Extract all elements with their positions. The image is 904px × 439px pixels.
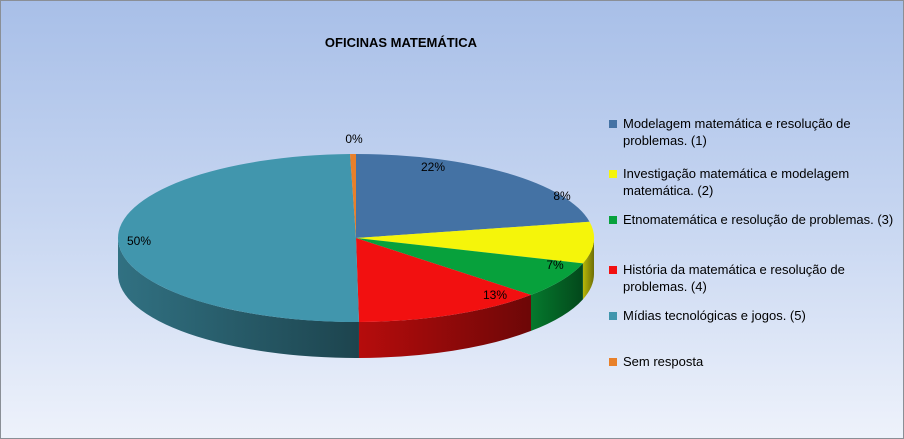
- pie-slice-0: [356, 154, 590, 238]
- legend-label-3: História da matemática e resolução de pr…: [623, 262, 845, 294]
- data-label-5: 0%: [345, 132, 363, 146]
- legend-item-5: Sem resposta: [609, 353, 899, 370]
- legend-item-4: Mídias tecnológicas e jogos. (5): [609, 307, 899, 324]
- legend-label-4: Mídias tecnológicas e jogos. (5): [623, 308, 806, 323]
- pie-side-2: [530, 263, 583, 331]
- pie-slice-3: [356, 238, 531, 322]
- pie-slice-4: [118, 154, 359, 322]
- legend-swatch-4: [609, 312, 617, 320]
- legend-label-5: Sem resposta: [623, 354, 704, 369]
- legend-swatch-1: [609, 170, 617, 178]
- data-label-4: 50%: [127, 234, 151, 248]
- legend-label-0: Modelagem matemática e resolução de prob…: [623, 116, 851, 148]
- legend-swatch-3: [609, 266, 617, 274]
- legend-item-1: Investigação matemática e modelagem mate…: [609, 165, 899, 199]
- legend-swatch-2: [609, 216, 617, 224]
- data-label-2: 7%: [546, 258, 564, 272]
- legend-item-0: Modelagem matemática e resolução de prob…: [609, 115, 899, 149]
- data-label-3: 13%: [483, 288, 507, 302]
- legend-label-2: Etnomatemática e resolução de problemas.…: [623, 212, 894, 227]
- legend-swatch-0: [609, 120, 617, 128]
- legend-label-1: Investigação matemática e modelagem mate…: [623, 166, 850, 198]
- data-label-0: 22%: [421, 160, 445, 174]
- chart-title: OFICINAS MATEMÁTICA: [324, 35, 478, 50]
- pie-sides: [118, 238, 594, 358]
- legend-item-2: Etnomatemática e resolução de problemas.…: [609, 211, 899, 228]
- pie-slice-1: [356, 221, 594, 264]
- legend-swatch-5: [609, 358, 617, 366]
- pie-side-3: [358, 294, 531, 358]
- data-label-1: 8%: [553, 189, 571, 203]
- pie-slice-5: [350, 154, 356, 238]
- pie-side-4: [118, 238, 359, 358]
- legend-item-3: História da matemática e resolução de pr…: [609, 261, 899, 295]
- pie-side-1: [582, 238, 594, 300]
- pie-top: [118, 154, 594, 322]
- pie-slice-2: [356, 238, 583, 295]
